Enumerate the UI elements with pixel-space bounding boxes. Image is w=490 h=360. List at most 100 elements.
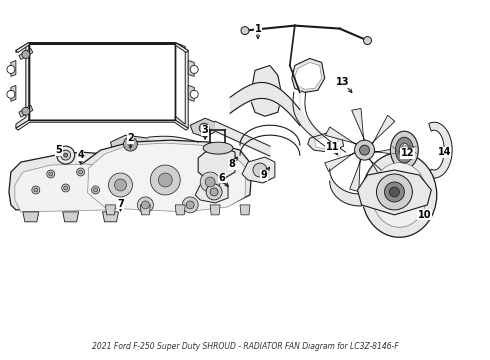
Polygon shape: [188, 85, 194, 101]
Polygon shape: [19, 160, 96, 205]
Circle shape: [364, 37, 371, 45]
Circle shape: [92, 186, 99, 194]
Polygon shape: [11, 60, 16, 76]
Circle shape: [360, 145, 369, 155]
Circle shape: [62, 184, 70, 192]
Polygon shape: [350, 157, 362, 192]
Ellipse shape: [399, 143, 409, 157]
Circle shape: [241, 27, 249, 35]
Circle shape: [390, 187, 399, 197]
Polygon shape: [292, 58, 325, 92]
Polygon shape: [16, 42, 29, 128]
Circle shape: [205, 177, 215, 187]
Polygon shape: [19, 160, 96, 172]
Circle shape: [186, 201, 194, 209]
Circle shape: [64, 153, 68, 157]
Circle shape: [190, 90, 198, 98]
Circle shape: [76, 168, 85, 176]
Circle shape: [137, 197, 153, 213]
Circle shape: [49, 172, 53, 176]
Polygon shape: [240, 205, 250, 215]
Ellipse shape: [362, 153, 437, 237]
Ellipse shape: [372, 163, 427, 227]
Polygon shape: [16, 42, 188, 53]
Circle shape: [355, 140, 374, 160]
Polygon shape: [352, 108, 366, 142]
Text: 11: 11: [326, 142, 340, 152]
Text: 10: 10: [417, 210, 431, 220]
Polygon shape: [19, 49, 33, 59]
Circle shape: [123, 137, 137, 151]
Polygon shape: [325, 151, 357, 171]
Text: 2: 2: [127, 133, 134, 143]
Polygon shape: [16, 120, 188, 130]
Circle shape: [253, 163, 267, 177]
Polygon shape: [141, 205, 150, 215]
Circle shape: [142, 201, 149, 209]
Polygon shape: [78, 140, 252, 210]
Circle shape: [206, 184, 222, 200]
Polygon shape: [15, 164, 138, 212]
Polygon shape: [195, 180, 228, 203]
Circle shape: [34, 188, 38, 192]
Text: 5: 5: [55, 145, 62, 155]
Polygon shape: [29, 42, 175, 120]
Circle shape: [190, 66, 198, 73]
Circle shape: [22, 50, 30, 58]
Polygon shape: [210, 205, 220, 215]
Polygon shape: [9, 152, 148, 210]
Polygon shape: [429, 122, 452, 178]
Polygon shape: [358, 170, 431, 215]
Polygon shape: [315, 135, 339, 149]
Polygon shape: [367, 157, 393, 186]
Circle shape: [7, 66, 15, 73]
Circle shape: [199, 123, 209, 133]
Circle shape: [7, 90, 15, 98]
Circle shape: [61, 150, 71, 160]
Polygon shape: [190, 118, 218, 137]
Polygon shape: [88, 143, 246, 212]
Text: 14: 14: [438, 147, 451, 157]
Polygon shape: [63, 212, 78, 222]
Ellipse shape: [395, 137, 414, 163]
Polygon shape: [23, 212, 39, 222]
Text: 3: 3: [202, 125, 209, 135]
Polygon shape: [19, 105, 33, 117]
Circle shape: [64, 186, 68, 190]
Circle shape: [57, 146, 74, 164]
Polygon shape: [175, 205, 185, 215]
Circle shape: [376, 174, 413, 210]
Text: 1: 1: [255, 24, 261, 33]
Circle shape: [47, 170, 55, 178]
Polygon shape: [242, 157, 275, 183]
Polygon shape: [325, 127, 359, 146]
Text: 9: 9: [261, 170, 268, 180]
Circle shape: [182, 197, 198, 213]
Polygon shape: [11, 85, 16, 101]
Text: 7: 7: [117, 199, 124, 209]
Polygon shape: [105, 205, 116, 215]
Circle shape: [200, 172, 220, 192]
Polygon shape: [308, 132, 343, 152]
Circle shape: [94, 188, 98, 192]
Polygon shape: [250, 66, 282, 116]
Circle shape: [385, 182, 404, 202]
Polygon shape: [198, 148, 235, 178]
Text: 6: 6: [219, 173, 225, 183]
Polygon shape: [203, 142, 233, 154]
Text: 8: 8: [229, 159, 236, 169]
Polygon shape: [175, 42, 188, 128]
Polygon shape: [111, 135, 150, 153]
Circle shape: [78, 170, 83, 174]
Polygon shape: [188, 60, 194, 76]
Polygon shape: [370, 115, 395, 146]
Circle shape: [32, 186, 40, 194]
Polygon shape: [295, 62, 322, 89]
Ellipse shape: [391, 131, 418, 169]
Text: 13: 13: [336, 77, 349, 87]
Text: 2021 Ford F-250 Super Duty SHROUD - RADIATOR FAN Diagram for LC3Z-8146-F: 2021 Ford F-250 Super Duty SHROUD - RADI…: [92, 342, 398, 351]
Circle shape: [115, 179, 126, 191]
Polygon shape: [102, 212, 119, 222]
Text: 4: 4: [77, 150, 84, 160]
Circle shape: [22, 107, 30, 115]
